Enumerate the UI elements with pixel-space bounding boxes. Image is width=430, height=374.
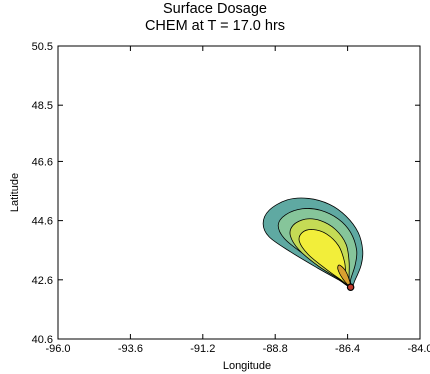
x-tick-label: -93.6 bbox=[118, 343, 143, 355]
chart-title: Surface Dosage bbox=[163, 1, 267, 17]
x-tick-label: -91.2 bbox=[190, 343, 215, 355]
x-tick-label: -84.0 bbox=[407, 343, 430, 355]
source-marker bbox=[346, 283, 355, 292]
y-tick-label: 50.5 bbox=[32, 41, 53, 53]
y-tick-label: 42.6 bbox=[32, 275, 53, 287]
x-tick-label: -86.4 bbox=[335, 343, 360, 355]
x-tick-label: -96.0 bbox=[45, 343, 70, 355]
y-tick-label: 46.6 bbox=[32, 156, 53, 168]
contour-level-5 bbox=[337, 264, 352, 288]
y-tick-label: 48.5 bbox=[32, 100, 53, 112]
y-tick-label: 40.6 bbox=[32, 334, 53, 346]
contour-level-4 bbox=[298, 229, 352, 288]
chart-subtitle: CHEM at T = 17.0 hrs bbox=[144, 18, 286, 34]
x-axis-label: Longitude bbox=[223, 360, 271, 372]
axes-frame bbox=[57, 45, 421, 340]
y-axis-label: Latitude bbox=[9, 173, 21, 212]
y-tick-label: 44.6 bbox=[32, 216, 53, 228]
x-tick-label: -88.8 bbox=[263, 343, 288, 355]
plot-area bbox=[58, 46, 420, 339]
